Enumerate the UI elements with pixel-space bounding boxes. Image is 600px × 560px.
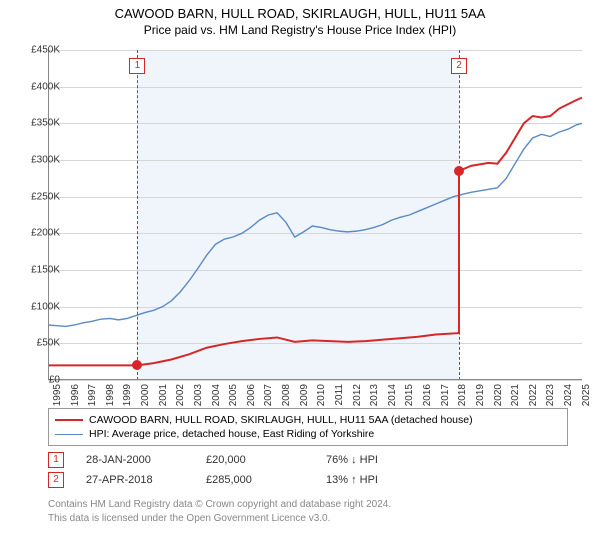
y-tick-label: £100K <box>14 301 60 312</box>
transaction-1-date: 28-JAN-2000 <box>86 454 206 466</box>
legend-swatch-price <box>55 419 83 421</box>
x-tick-label: 2002 <box>175 384 186 406</box>
x-tick-label: 2025 <box>581 384 592 406</box>
transaction-row: 1 28-JAN-2000 £20,000 76% ↓ HPI <box>48 450 446 470</box>
legend-row-hpi: HPI: Average price, detached house, East… <box>55 427 561 441</box>
x-tick-label: 2004 <box>211 384 222 406</box>
y-tick-label: £50K <box>14 338 60 349</box>
footer: Contains HM Land Registry data © Crown c… <box>48 498 391 525</box>
x-tick-label: 2024 <box>563 384 574 406</box>
x-tick-label: 2022 <box>528 384 539 406</box>
x-tick-label: 2010 <box>316 384 327 406</box>
title-subtitle: Price paid vs. HM Land Registry's House … <box>0 23 600 37</box>
y-axis-line <box>48 50 49 380</box>
y-tick-label: £150K <box>14 265 60 276</box>
legend: CAWOOD BARN, HULL ROAD, SKIRLAUGH, HULL,… <box>48 408 568 446</box>
legend-label-price: CAWOOD BARN, HULL ROAD, SKIRLAUGH, HULL,… <box>89 414 473 426</box>
marker-1-point <box>132 360 142 370</box>
x-tick-label: 2000 <box>140 384 151 406</box>
x-tick-label: 1999 <box>122 384 133 406</box>
x-tick-label: 2013 <box>369 384 380 406</box>
footer-line2: This data is licensed under the Open Gov… <box>48 512 391 526</box>
x-axis-line <box>48 379 582 380</box>
chart-svg <box>48 50 582 380</box>
x-tick-label: 2018 <box>457 384 468 406</box>
y-tick-label: £200K <box>14 228 60 239</box>
legend-label-hpi: HPI: Average price, detached house, East… <box>89 428 374 440</box>
transaction-2-date: 27-APR-2018 <box>86 474 206 486</box>
x-tick-label: 2003 <box>193 384 204 406</box>
x-tick-label: 2019 <box>475 384 486 406</box>
line-price-paid <box>48 98 582 366</box>
x-tick-label: 2007 <box>263 384 274 406</box>
transaction-1-marker: 1 <box>48 452 64 468</box>
x-tick-label: 2021 <box>510 384 521 406</box>
x-tick-label: 1997 <box>87 384 98 406</box>
title-block: CAWOOD BARN, HULL ROAD, SKIRLAUGH, HULL,… <box>0 0 600 37</box>
marker-2-point <box>454 166 464 176</box>
x-tick-label: 2015 <box>404 384 415 406</box>
x-tick-label: 2009 <box>299 384 310 406</box>
transaction-1-price: £20,000 <box>206 454 326 466</box>
x-tick-label: 2011 <box>334 384 345 406</box>
x-tick-label: 2008 <box>281 384 292 406</box>
y-tick-label: £350K <box>14 118 60 129</box>
x-tick-label: 2017 <box>440 384 451 406</box>
legend-row-price: CAWOOD BARN, HULL ROAD, SKIRLAUGH, HULL,… <box>55 413 561 427</box>
transaction-2-price: £285,000 <box>206 474 326 486</box>
transaction-row: 2 27-APR-2018 £285,000 13% ↑ HPI <box>48 470 446 490</box>
y-tick-label: £300K <box>14 155 60 166</box>
y-tick-label: £450K <box>14 45 60 56</box>
transaction-2-delta: 13% ↑ HPI <box>326 474 446 486</box>
marker-1-box: 1 <box>129 58 145 74</box>
footer-line1: Contains HM Land Registry data © Crown c… <box>48 498 391 512</box>
x-tick-label: 1995 <box>52 384 63 406</box>
chart-container: CAWOOD BARN, HULL ROAD, SKIRLAUGH, HULL,… <box>0 0 600 560</box>
x-tick-label: 2016 <box>422 384 433 406</box>
x-tick-label: 2020 <box>493 384 504 406</box>
x-tick-label: 2014 <box>387 384 398 406</box>
transactions-table: 1 28-JAN-2000 £20,000 76% ↓ HPI 2 27-APR… <box>48 450 446 490</box>
x-tick-label: 2012 <box>352 384 363 406</box>
x-tick-label: 2001 <box>158 384 169 406</box>
y-tick-label: £400K <box>14 81 60 92</box>
marker-2-box: 2 <box>451 58 467 74</box>
transaction-2-marker: 2 <box>48 472 64 488</box>
y-tick-label: £250K <box>14 191 60 202</box>
x-tick-label: 2005 <box>228 384 239 406</box>
line-hpi <box>48 123 582 326</box>
gridline <box>48 380 582 381</box>
chart-plot-area: 1 2 <box>48 50 582 380</box>
x-tick-label: 1998 <box>105 384 116 406</box>
title-address: CAWOOD BARN, HULL ROAD, SKIRLAUGH, HULL,… <box>0 6 600 21</box>
x-tick-label: 2023 <box>545 384 556 406</box>
legend-swatch-hpi <box>55 434 83 435</box>
transaction-1-delta: 76% ↓ HPI <box>326 454 446 466</box>
x-tick-label: 2006 <box>246 384 257 406</box>
x-tick-label: 1996 <box>70 384 81 406</box>
